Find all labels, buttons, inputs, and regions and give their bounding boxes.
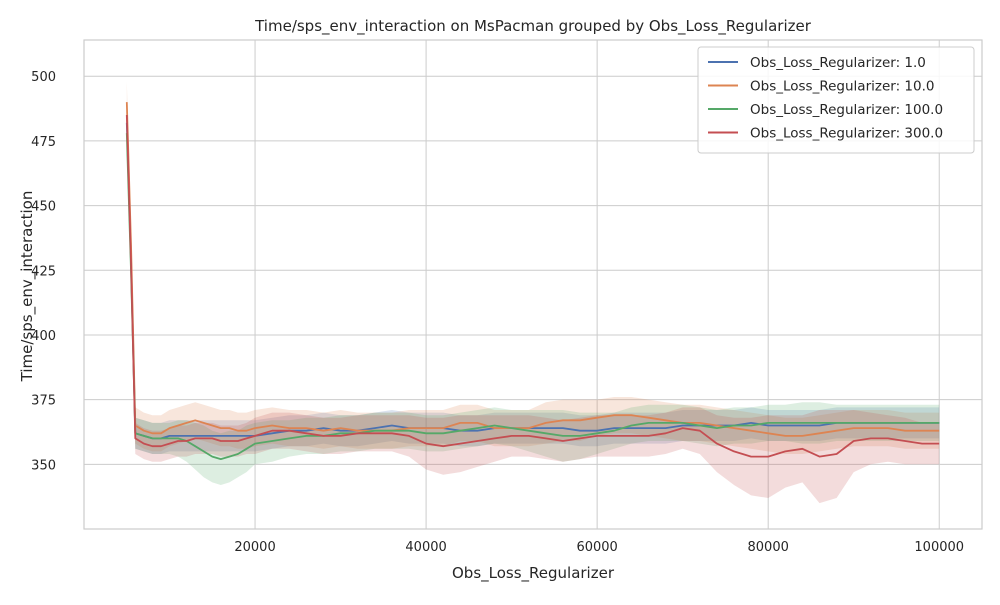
y-tick-label: 425 — [31, 264, 56, 279]
series-band-4 — [126, 99, 940, 504]
x-tick-label: 40000 — [405, 540, 446, 555]
y-axis-label: Time/sps_env_interaction — [18, 191, 37, 383]
legend-label: Obs_Loss_Regularizer: 100.0 — [750, 102, 943, 118]
y-tick-label: 400 — [31, 329, 56, 344]
y-tick-label: 475 — [31, 135, 56, 150]
series-lines — [125, 102, 940, 461]
series-band-1 — [126, 109, 940, 455]
legend-label: Obs_Loss_Regularizer: 300.0 — [750, 126, 943, 142]
legend-label: Obs_Loss_Regularizer: 10.0 — [750, 79, 934, 95]
legend-label: Obs_Loss_Regularizer: 1.0 — [750, 55, 926, 71]
y-tick-label: 375 — [31, 394, 56, 409]
x-tick-label: 100000 — [914, 540, 964, 555]
x-tick-label: 60000 — [576, 540, 617, 555]
y-tick-label: 450 — [31, 200, 56, 215]
legend-box — [697, 46, 975, 154]
plot-area-border — [83, 39, 983, 530]
y-axis-ticks: 350 375 400 425 450 475 500 — [31, 70, 56, 473]
confidence-bands — [126, 81, 940, 504]
series-band-2 — [126, 81, 940, 455]
series-line-3 — [125, 133, 940, 461]
x-axis-ticks: 20000 40000 60000 80000 100000 — [234, 540, 964, 555]
x-tick-label: 80000 — [748, 540, 789, 555]
legend: Obs_Loss_Regularizer: 1.0 Obs_Loss_Regula… — [697, 46, 975, 154]
y-tick-label: 350 — [31, 458, 56, 473]
chart-title: Time/sps_env_interaction on MsPacman gro… — [254, 17, 812, 36]
x-tick-label: 20000 — [234, 540, 275, 555]
y-tick-label: 500 — [31, 70, 56, 85]
x-axis-label: Obs_Loss_Regularizer — [452, 564, 615, 583]
series-line-2 — [125, 102, 940, 437]
series-band-3 — [126, 117, 940, 485]
series-line-4 — [125, 114, 940, 458]
